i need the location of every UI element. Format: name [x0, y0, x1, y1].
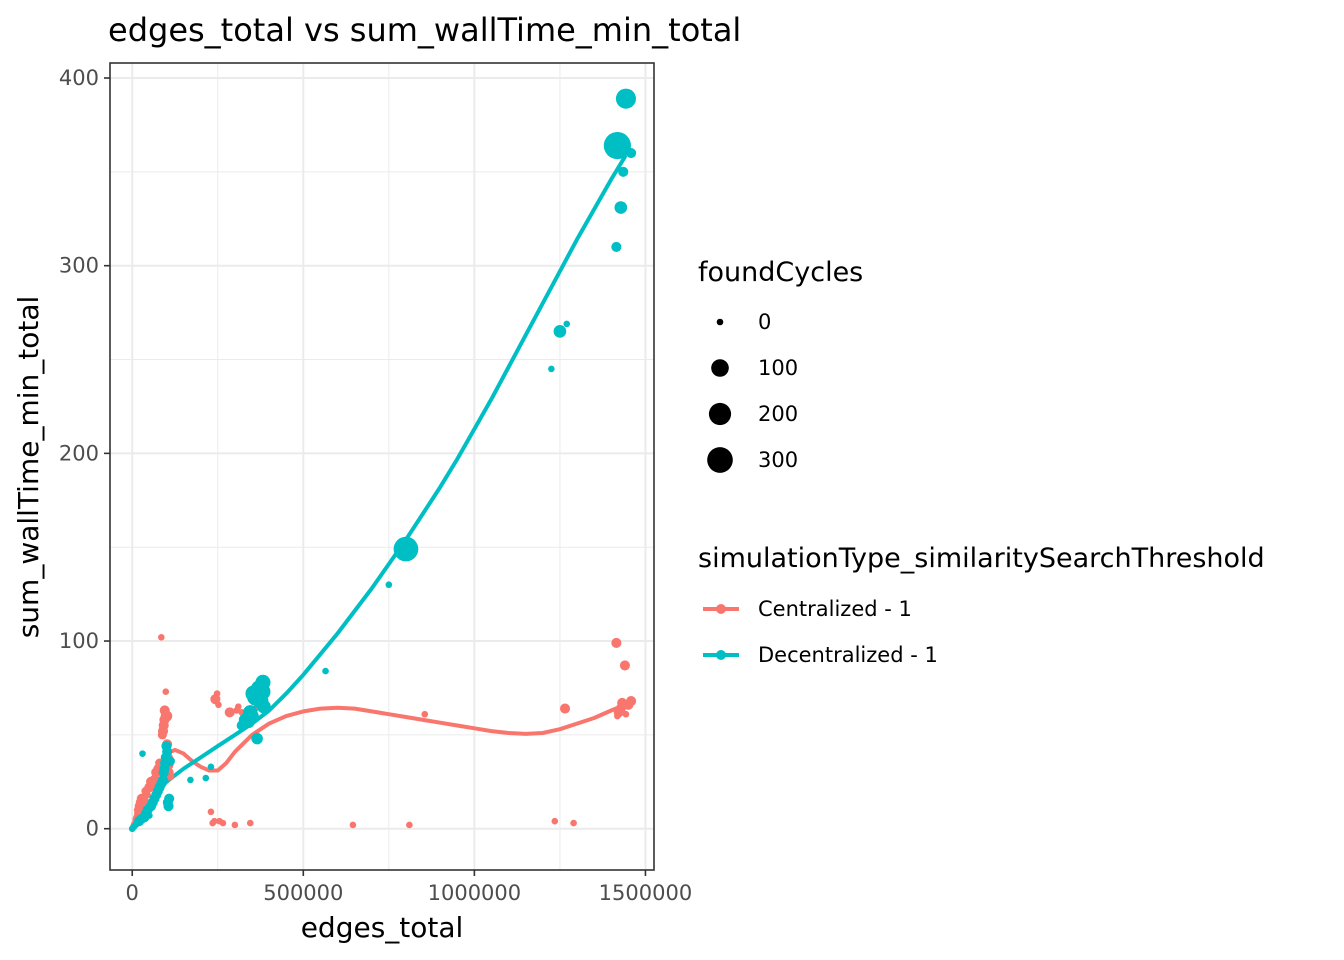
panel-background: [110, 63, 654, 870]
data-point: [611, 637, 622, 648]
data-point: [219, 819, 227, 827]
data-point: [207, 808, 215, 816]
data-points: [128, 88, 637, 833]
y-tick-label: 200: [59, 441, 99, 465]
smooth-line-1: [130, 154, 627, 831]
y-tick-label: 100: [59, 629, 99, 653]
data-point: [245, 709, 259, 723]
y-tick-label: 400: [59, 66, 99, 90]
y-axis-title: sum_wallTime_min_total: [12, 296, 45, 639]
grid-major: [110, 63, 654, 870]
smooth-lines: [130, 154, 627, 831]
data-point: [246, 819, 254, 827]
data-point: [614, 201, 628, 214]
data-point: [548, 365, 555, 373]
data-point: [139, 796, 149, 806]
x-tick-label: 0: [126, 881, 139, 905]
data-point: [144, 791, 151, 799]
data-point: [162, 688, 170, 696]
color-legend-items: Centralized - 1 Decentralized - 1: [703, 597, 938, 667]
size-legend: foundCycles 0 100 200 300: [698, 257, 863, 473]
data-point: [553, 325, 567, 338]
size-legend-label: 0: [758, 310, 771, 334]
series-points-1: [128, 88, 637, 833]
data-point: [224, 707, 235, 718]
color-legend-title: simulationType_similaritySearchThreshold: [698, 543, 1265, 574]
y-axis: 0 100 200 300 400: [59, 66, 110, 841]
data-point: [322, 667, 329, 675]
data-point: [560, 703, 571, 714]
data-point: [563, 320, 571, 328]
data-point: [626, 148, 637, 159]
size-legend-label: 300: [758, 448, 798, 472]
x-tick-label: 1000000: [428, 881, 522, 905]
data-point: [162, 746, 173, 757]
color-legend-label: Decentralized - 1: [758, 643, 938, 667]
data-point: [163, 801, 174, 812]
data-point: [385, 581, 393, 589]
size-legend-key: [708, 402, 732, 426]
data-point: [551, 817, 559, 825]
x-tick-label: 1500000: [599, 881, 693, 905]
data-point: [139, 750, 146, 757]
data-point: [160, 710, 173, 722]
data-point: [202, 774, 210, 782]
data-point: [406, 821, 413, 829]
data-point: [255, 674, 271, 690]
data-point: [615, 88, 636, 109]
chart-title: edges_total vs sum_wallTime_min_total: [108, 11, 741, 49]
data-point: [146, 812, 153, 819]
data-point: [257, 699, 271, 714]
grid-minor: [110, 63, 654, 870]
data-point: [164, 756, 175, 767]
x-tick-label: 500000: [263, 881, 343, 905]
data-point: [231, 821, 239, 829]
data-point: [421, 710, 429, 718]
data-point: [393, 536, 419, 562]
x-axis-title: edges_total: [301, 911, 464, 944]
data-point: [164, 793, 175, 804]
y-tick-label: 300: [59, 254, 99, 278]
data-point: [158, 633, 165, 641]
data-point: [570, 819, 577, 827]
size-legend-items: 0 100 200 300: [707, 310, 798, 473]
data-point: [187, 776, 194, 784]
size-legend-key: [707, 447, 733, 473]
data-point: [622, 710, 630, 718]
panel-border: [109, 62, 655, 871]
size-legend-key: [711, 359, 729, 377]
size-legend-label: 100: [758, 356, 798, 380]
size-legend-title: foundCycles: [698, 257, 863, 288]
size-legend-label: 200: [758, 402, 798, 426]
size-legend-key: [716, 318, 724, 326]
data-point: [213, 690, 221, 697]
data-point: [251, 732, 263, 745]
data-point: [349, 821, 357, 829]
data-point: [618, 166, 629, 177]
data-point: [611, 241, 622, 252]
data-point: [207, 763, 215, 771]
color-legend-dot: [716, 604, 726, 614]
data-point: [235, 703, 242, 711]
color-legend: simulationType_similaritySearchThreshold…: [698, 543, 1265, 667]
plot-panel: [109, 62, 655, 871]
color-legend-label: Centralized - 1: [758, 597, 912, 621]
data-point: [157, 774, 169, 785]
color-legend-dot: [716, 650, 726, 660]
data-point: [211, 817, 218, 825]
data-point: [215, 701, 222, 709]
smooth-line-0: [130, 702, 627, 831]
data-point: [603, 131, 631, 160]
x-axis: 0 500000 1000000 1500000: [126, 870, 693, 905]
data-point: [619, 660, 630, 671]
data-point: [626, 696, 637, 707]
y-tick-label: 0: [86, 817, 99, 841]
